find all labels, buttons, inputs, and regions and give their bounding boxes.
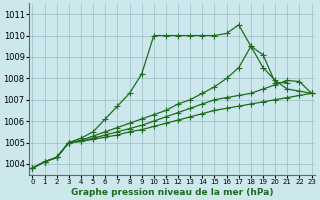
X-axis label: Graphe pression niveau de la mer (hPa): Graphe pression niveau de la mer (hPa)	[71, 188, 273, 197]
